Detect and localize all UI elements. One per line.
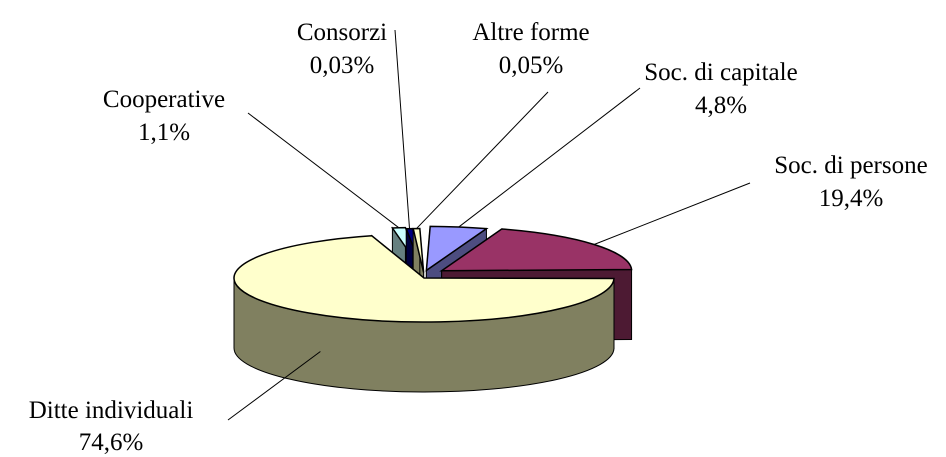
- label-soc-di-persone: Soc. di persone 19,4%: [774, 152, 927, 212]
- label-soc-di-capitale: Soc. di capitale 4,8%: [644, 59, 797, 119]
- label-value-ditte-individuali: 74,6%: [79, 429, 144, 456]
- leader-altre-forme: [416, 91, 549, 229]
- label-name-soc-di-persone: Soc. di persone: [774, 152, 927, 179]
- leader-ditte-individuali: [227, 351, 321, 421]
- label-consorzi: Consorzi 0,03%: [297, 19, 387, 79]
- label-cooperative: Cooperative 1,1%: [103, 86, 225, 146]
- label-name-cooperative: Cooperative: [103, 86, 225, 113]
- slice-top-soc-di-persone: [439, 228, 633, 272]
- label-value-soc-di-capitale: 4,8%: [695, 92, 747, 119]
- slice-top-ditte-individuali: [233, 234, 615, 323]
- label-value-altre-forme: 0,05%: [499, 52, 564, 79]
- leader-lines: [227, 29, 751, 421]
- label-name-soc-di-capitale: Soc. di capitale: [644, 59, 797, 86]
- label-ditte-individuali: Ditte individuali 74,6%: [29, 397, 194, 456]
- label-altre-forme: Altre forme 0,05%: [472, 19, 589, 79]
- leader-consorzi: [394, 29, 411, 229]
- label-value-cooperative: 1,1%: [138, 119, 190, 146]
- slice-top-soc-di-capitale: [425, 225, 489, 272]
- slice-top-altre-forme: [412, 227, 425, 273]
- leader-cooperative: [247, 112, 400, 229]
- leader-soc-di-persone: [593, 182, 751, 245]
- slice-ditte-individuali: [233, 234, 615, 393]
- pie-slices: [233, 225, 633, 393]
- label-value-consorzi: 0,03%: [310, 52, 375, 79]
- leader-soc-di-capitale: [458, 87, 641, 228]
- label-name-consorzi: Consorzi: [297, 19, 387, 46]
- label-name-altre-forme: Altre forme: [472, 19, 589, 46]
- label-value-soc-di-persone: 19,4%: [819, 185, 884, 212]
- label-name-ditte-individuali: Ditte individuali: [29, 397, 194, 424]
